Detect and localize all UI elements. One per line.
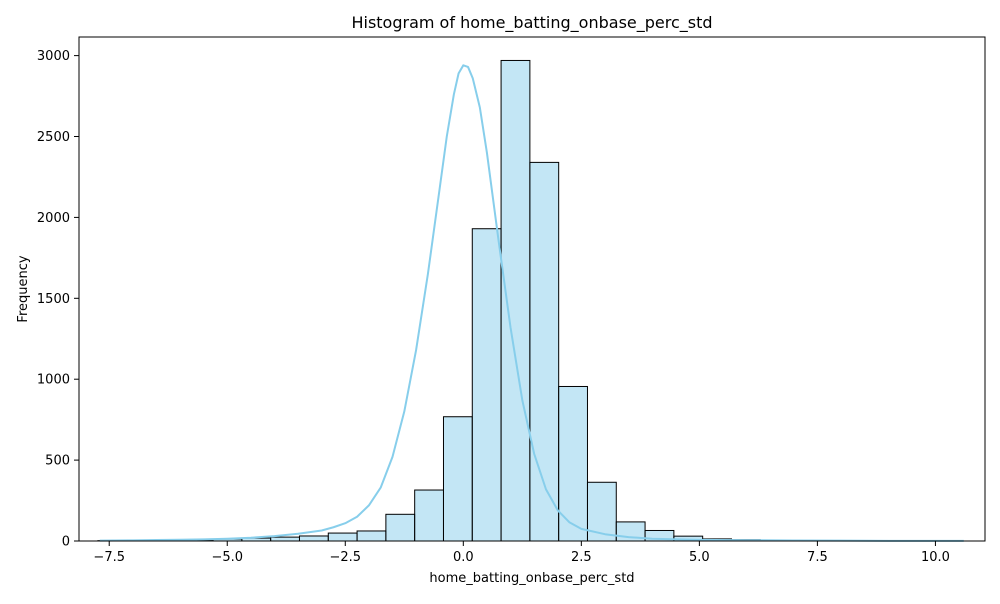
y-tick-label: 1500: [37, 292, 70, 307]
x-tick-label: −7.5: [93, 550, 125, 565]
histogram-bar: [559, 386, 588, 541]
x-tick-label: 7.5: [807, 550, 828, 565]
y-tick-label: 1000: [37, 373, 70, 388]
x-tick-label: −2.5: [329, 550, 361, 565]
y-tick-label: 500: [45, 454, 70, 469]
y-tick-label: 2500: [37, 130, 70, 145]
histogram-bar: [299, 536, 328, 541]
x-tick-label: 10.0: [921, 550, 950, 565]
histogram-bar: [271, 537, 300, 541]
y-tick-label: 0: [62, 535, 70, 550]
y-axis-label: Frequency: [16, 255, 31, 322]
histogram-bar: [415, 490, 444, 541]
histogram-bar: [501, 60, 530, 541]
y-tick-label: 2000: [37, 211, 70, 226]
histogram-bar: [472, 229, 501, 541]
x-tick-label: 2.5: [571, 550, 592, 565]
bars-layer: [98, 60, 962, 541]
x-axis-label: home_batting_onbase_perc_std: [429, 571, 634, 586]
y-tick-label: 3000: [37, 49, 70, 64]
histogram-bar: [386, 514, 415, 541]
x-tick-label: 0.0: [453, 550, 474, 565]
x-tick-label: −5.0: [211, 550, 243, 565]
histogram-bar: [443, 417, 472, 541]
x-tick-label: 5.0: [689, 550, 710, 565]
chart-title: Histogram of home_batting_onbase_perc_st…: [351, 13, 712, 33]
histogram-bar: [357, 531, 386, 541]
histogram-bar: [328, 533, 357, 541]
